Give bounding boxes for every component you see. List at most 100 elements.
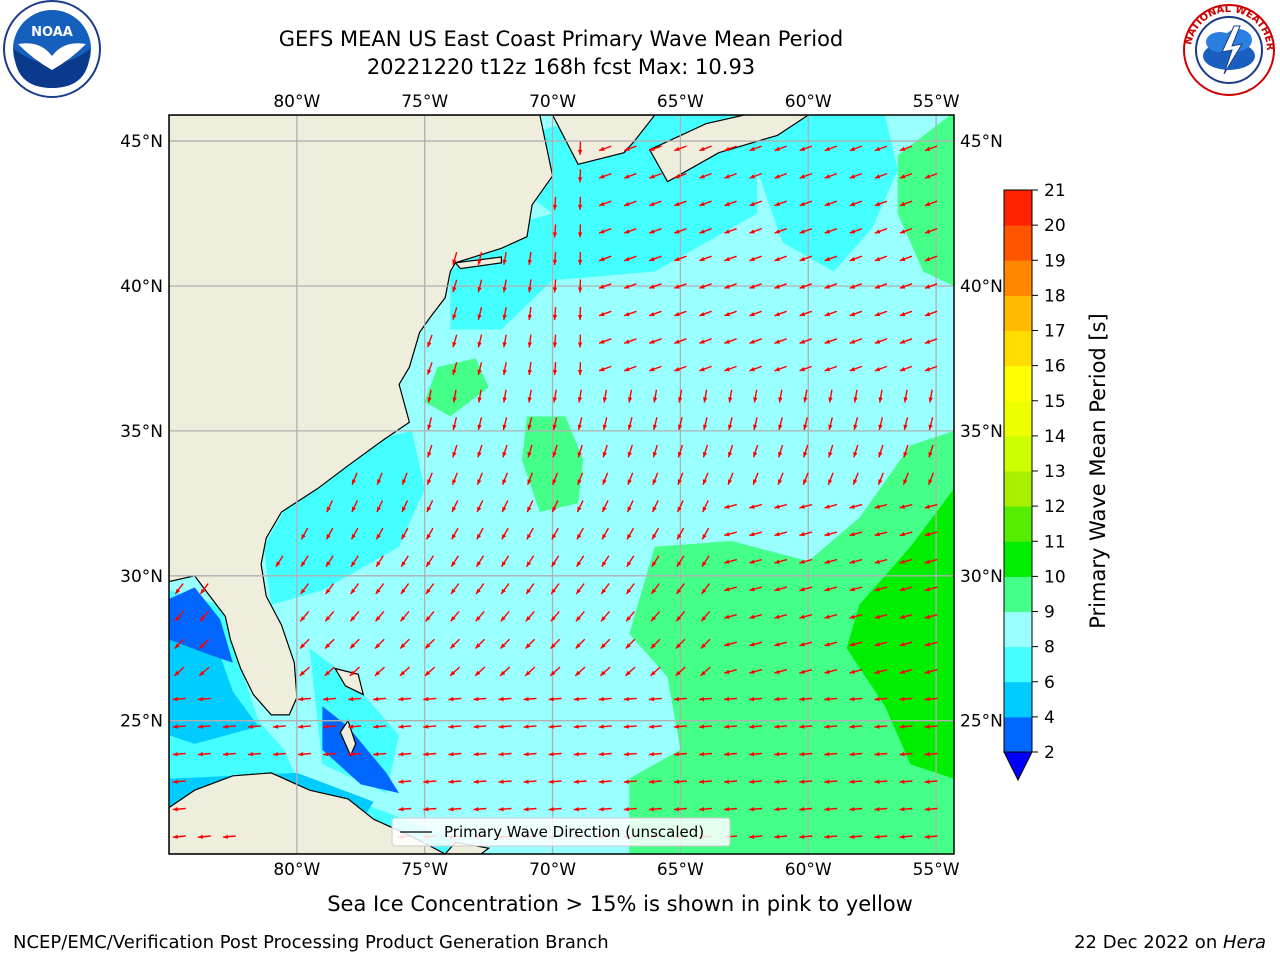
wave-arrowhead (778, 479, 783, 485)
wave-arrowhead (799, 779, 805, 784)
wave-arrowhead (624, 174, 630, 179)
wave-arrowhead (652, 534, 657, 540)
wave-arrowhead (350, 643, 356, 649)
wave-arrowhead (624, 256, 630, 261)
wave-arrowhead (427, 479, 432, 485)
wave-arrowhead (501, 588, 506, 594)
wave-arrowhead (924, 779, 930, 784)
wave-arrowhead (577, 424, 582, 430)
wave-arrowhead (799, 834, 805, 839)
wave-arrowhead (550, 670, 556, 676)
wave-arrowhead (648, 807, 654, 812)
wave-arrowhead (749, 504, 755, 509)
lat-label-right: 35°N (960, 422, 1003, 442)
wave-arrowhead (774, 284, 780, 289)
wave-arrowhead (699, 696, 705, 702)
wave-arrowhead (677, 479, 682, 485)
field-2-4s-fl-west (169, 587, 233, 663)
wave-arrowhead (477, 314, 482, 320)
wave-arrowhead (849, 779, 855, 784)
wave-arrowhead (928, 424, 933, 430)
wave-arrowhead (803, 397, 808, 403)
wave-arrowhead (699, 724, 705, 729)
maine-coast (551, 115, 656, 165)
wave-arrowhead (749, 284, 755, 289)
wave-arrowhead (774, 834, 780, 839)
wave-arrowhead (673, 752, 680, 757)
wave-arrowhead (550, 616, 556, 622)
wave-arrowhead (699, 752, 705, 757)
wave-arrowhead (899, 587, 905, 592)
wave-arrowhead (174, 670, 180, 676)
wave-arrowhead (351, 506, 356, 513)
wave-arrowhead (724, 696, 730, 702)
wave-arrowhead (552, 259, 558, 265)
axis-labels: 80°W 80°W 75°W 75°W 70°W 70°W 65°W 65°W 60°W 60°W… (120, 92, 1003, 880)
colorbar-tick-label: 20 (1044, 216, 1066, 236)
wave-arrowhead (924, 669, 931, 674)
wave-arrowhead (624, 284, 630, 289)
wave-arrowhead (749, 669, 755, 674)
wave-arrowhead (928, 397, 933, 403)
wave-arrowhead (473, 779, 479, 784)
wave-arrowhead (824, 532, 830, 537)
wave-arrowhead (352, 479, 357, 485)
wave-arrowhead (552, 287, 558, 293)
wave-arrowhead (749, 696, 755, 702)
wave-arrowhead (599, 256, 605, 261)
wave-arrowhead (849, 339, 856, 344)
colorbar-segment (1004, 365, 1032, 402)
wave-arrowhead (502, 342, 507, 348)
wave-arrowhead (525, 616, 531, 622)
wave-arrowhead (448, 807, 454, 812)
wave-arrowhead (552, 314, 558, 320)
wave-arrowhead (849, 146, 856, 151)
lat-label-left: 45°N (120, 132, 163, 152)
wave-arrowhead (899, 642, 905, 647)
wave-arrowhead (401, 534, 406, 540)
wave-arrowhead (477, 342, 482, 348)
wave-arrowhead (924, 696, 930, 702)
wave-arrowhead (849, 284, 856, 289)
wave-arrowhead (448, 752, 454, 757)
wave-arrowhead (552, 342, 558, 348)
wave-arrowhead (799, 532, 805, 537)
wave-arrowhead (699, 339, 705, 344)
lon-label-top: 65°W (657, 92, 704, 112)
wave-arrowhead (753, 424, 758, 430)
colorbar-tick-label: 6 (1044, 673, 1055, 693)
wave-arrowhead (324, 670, 330, 676)
wave-arrowhead (376, 506, 381, 513)
wave-arrowhead (652, 424, 658, 430)
lat-label-right: 40°N (960, 277, 1003, 297)
wave-arrowhead (675, 643, 681, 649)
colorbar-segment (1004, 435, 1032, 472)
colorbar-tick-label: 4 (1044, 708, 1055, 728)
wave-arrowhead (928, 451, 933, 458)
bahamas-grand (333, 667, 365, 696)
wave-arrowhead (452, 314, 457, 320)
wave-arrowhead (677, 424, 683, 430)
wave-arrowhead (400, 643, 406, 649)
wave-arrowhead (172, 779, 178, 784)
wave-arrowhead (699, 779, 705, 784)
wave-arrowhead (874, 696, 880, 702)
wave-arrowhead (625, 670, 631, 676)
wave-arrowhead (674, 256, 680, 261)
wave-arrowhead (197, 724, 203, 729)
wave-arrowhead (849, 174, 856, 179)
wave-arrowhead (577, 370, 583, 376)
wave-arrowhead (523, 696, 529, 702)
wave-arrowhead (649, 256, 655, 261)
wave-arrowhead (476, 588, 481, 594)
lon-label-bottom: 75°W (401, 860, 448, 880)
wave-arrowhead (577, 177, 583, 183)
wave-arrowhead (849, 807, 855, 812)
wave-arrowhead (398, 807, 404, 812)
wave-arrowhead (702, 506, 707, 513)
wave-arrowhead (799, 642, 805, 647)
wave-arrowhead (924, 146, 931, 151)
wave-arrowhead (577, 342, 583, 348)
land (169, 115, 810, 854)
wave-arrowhead (527, 424, 532, 430)
